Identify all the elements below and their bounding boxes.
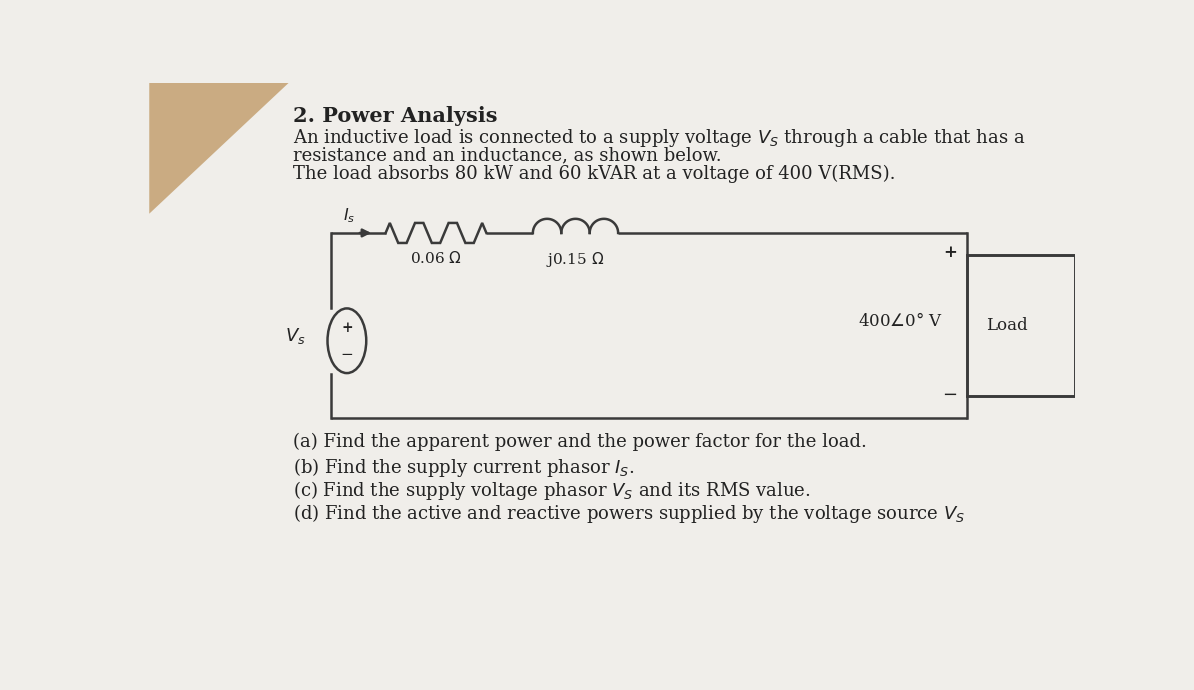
Text: j0.15 $\Omega$: j0.15 $\Omega$: [547, 250, 604, 269]
Text: +: +: [341, 321, 352, 335]
Text: Load: Load: [986, 317, 1028, 334]
Text: (b) Find the supply current phasor $I_S$.: (b) Find the supply current phasor $I_S$…: [293, 456, 634, 480]
Text: +: +: [943, 244, 956, 261]
Text: (d) Find the active and reactive powers supplied by the voltage source $V_S$: (d) Find the active and reactive powers …: [293, 502, 965, 526]
Text: −: −: [340, 348, 353, 362]
Text: $I_s$: $I_s$: [343, 206, 356, 225]
Text: 2. Power Analysis: 2. Power Analysis: [293, 106, 497, 126]
Text: (a) Find the apparent power and the power factor for the load.: (a) Find the apparent power and the powe…: [293, 433, 867, 451]
Text: The load absorbs 80 kW and 60 kVAR at a voltage of 400 V(RMS).: The load absorbs 80 kW and 60 kVAR at a …: [293, 165, 896, 184]
Text: −: −: [942, 386, 958, 404]
Text: (c) Find the supply voltage phasor $V_S$ and its RMS value.: (c) Find the supply voltage phasor $V_S$…: [293, 480, 811, 502]
Polygon shape: [149, 83, 289, 214]
Text: 0.06 $\Omega$: 0.06 $\Omega$: [410, 250, 462, 266]
Text: resistance and an inductance, as shown below.: resistance and an inductance, as shown b…: [293, 146, 721, 164]
Text: An inductive load is connected to a supply voltage $V_S$ through a cable that ha: An inductive load is connected to a supp…: [293, 127, 1024, 148]
Text: $V_s$: $V_s$: [285, 326, 306, 346]
Ellipse shape: [327, 308, 367, 373]
Bar: [967, 255, 1075, 396]
Text: 400$\angle$0$\degree$ V: 400$\angle$0$\degree$ V: [858, 313, 943, 331]
